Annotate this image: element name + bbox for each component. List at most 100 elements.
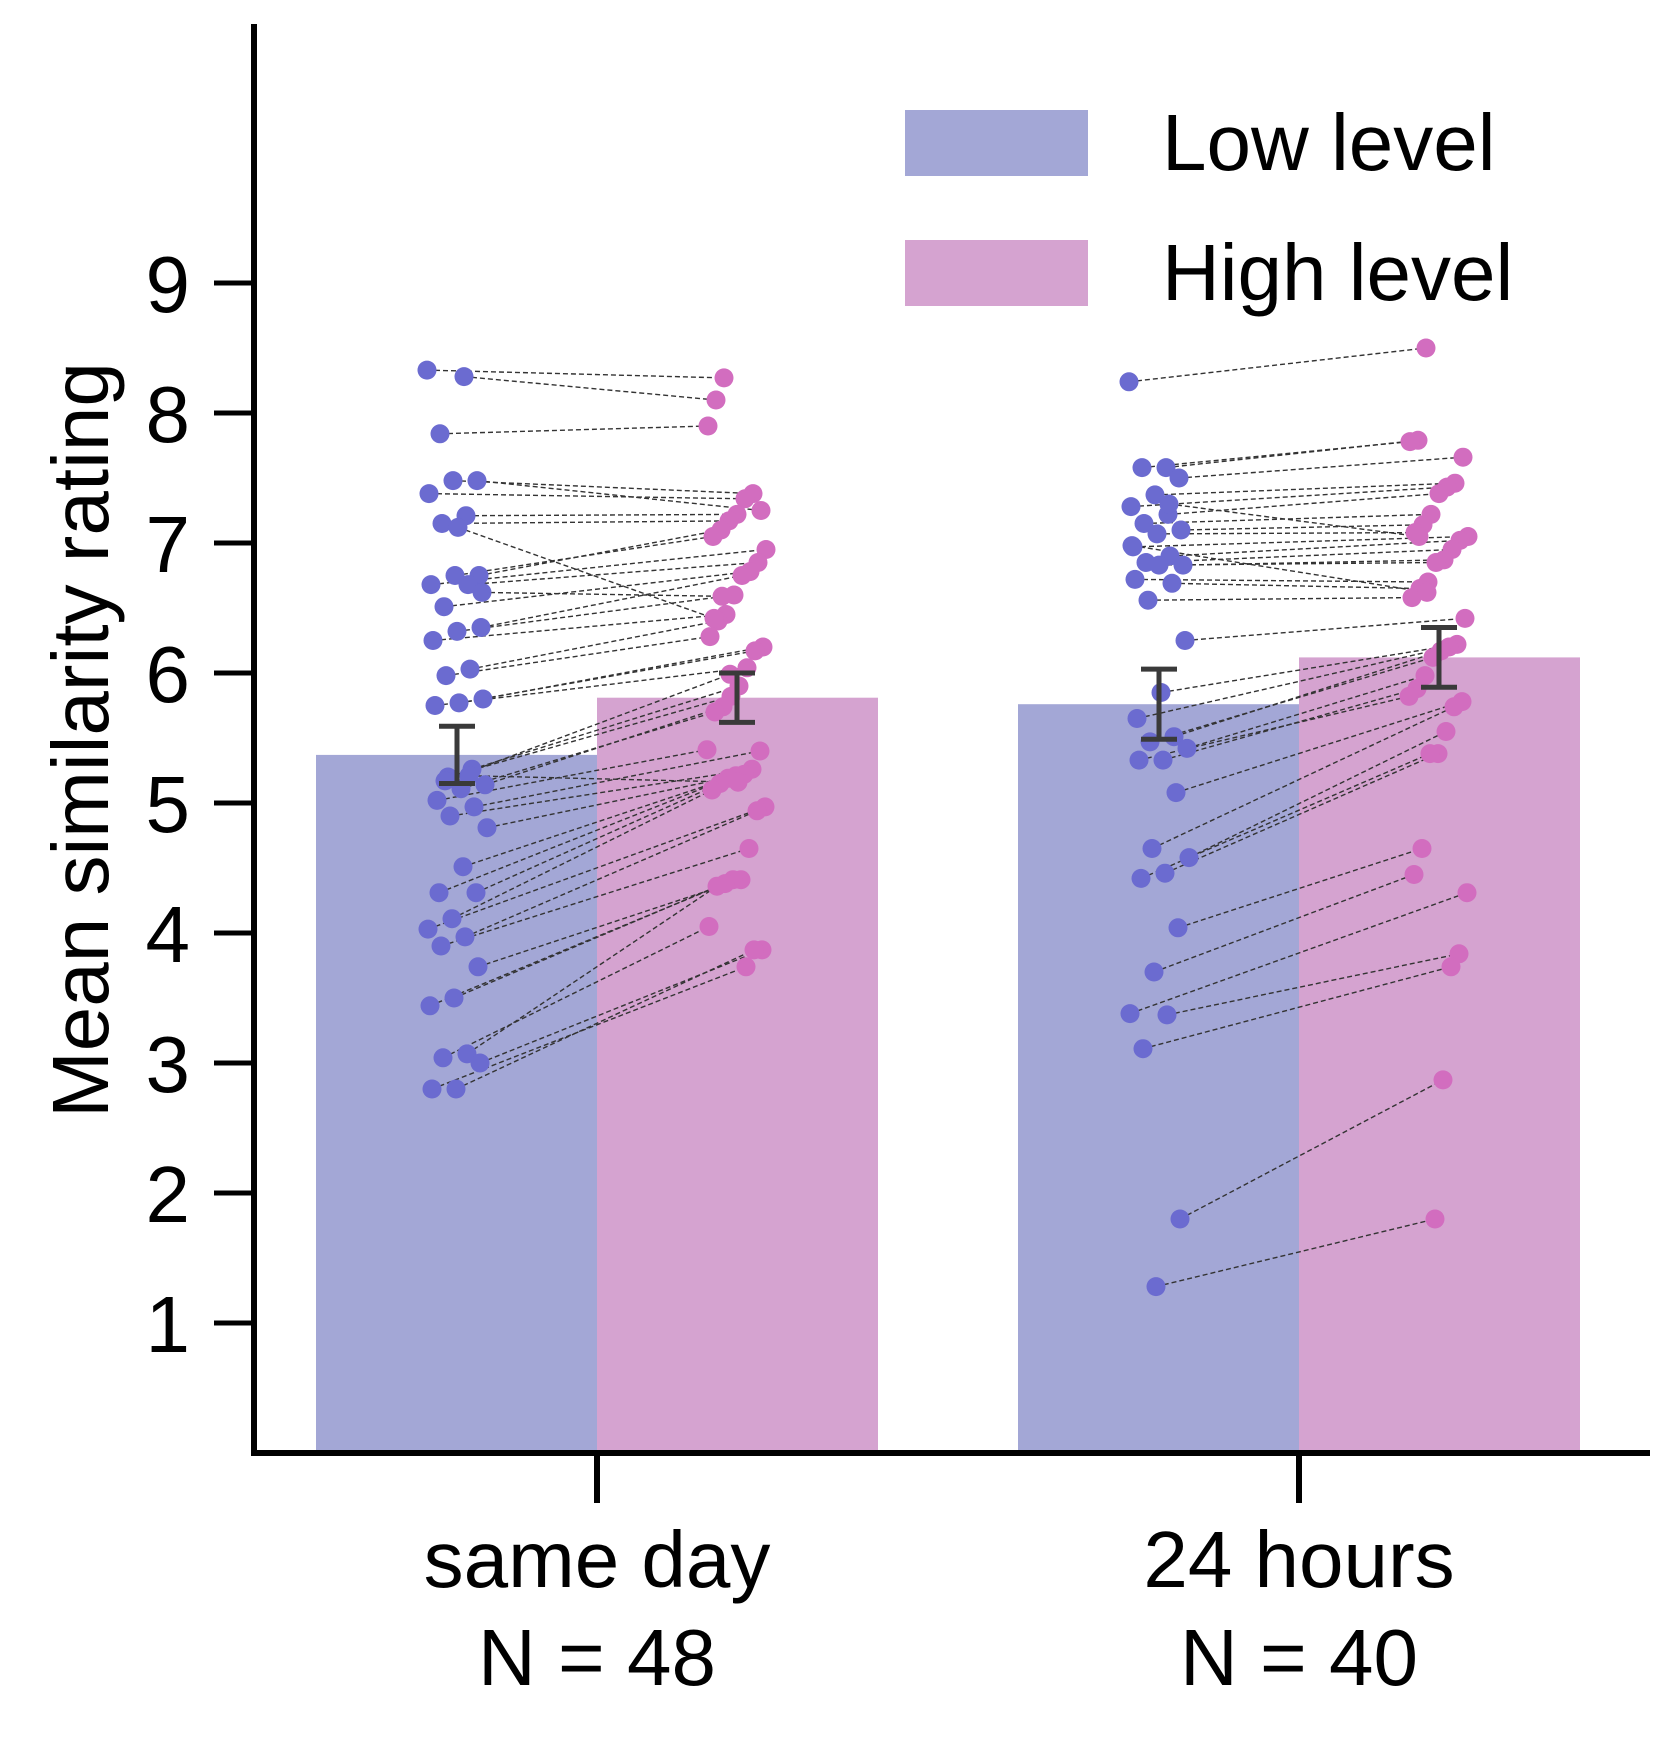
participant-line (469, 620, 719, 670)
participant-line (1173, 650, 1442, 738)
point-low (1133, 1039, 1153, 1059)
point-low (464, 797, 484, 817)
point-high (1441, 957, 1461, 977)
point-low (418, 919, 438, 939)
point-high (751, 501, 771, 520)
point-high (1402, 588, 1422, 608)
point-low (1142, 839, 1162, 858)
point-low (425, 696, 445, 715)
participant-line (480, 574, 743, 629)
participant-line (427, 806, 766, 930)
point-low (453, 857, 473, 877)
point-low (1132, 458, 1152, 478)
point-low (455, 927, 475, 947)
point-low (1146, 1277, 1166, 1297)
point-low (473, 689, 493, 709)
point-low (468, 957, 488, 977)
point-low (417, 360, 437, 380)
participant-line (444, 673, 731, 782)
point-low (1131, 868, 1151, 888)
participant-line (1178, 456, 1464, 479)
point-low (447, 621, 467, 641)
x-category-label: 24 hours (1143, 1515, 1454, 1604)
participant-line (1145, 548, 1453, 564)
participant-line (1130, 486, 1448, 508)
point-low (423, 631, 443, 650)
error-bar (439, 723, 475, 786)
point-low (1147, 524, 1167, 544)
participant-line (1153, 873, 1415, 973)
point-low (446, 1079, 466, 1099)
point-high (735, 489, 755, 509)
y-tick-label: 2 (146, 1150, 191, 1239)
participant-line (1167, 492, 1440, 516)
participant-line (471, 685, 740, 770)
point-high (1433, 1070, 1453, 1090)
point-high (1412, 839, 1432, 858)
y-tick-label: 4 (146, 890, 191, 979)
point-low (472, 582, 492, 602)
point-low (1166, 783, 1186, 803)
participant-line (445, 635, 711, 677)
participant-line (1180, 524, 1424, 531)
y-tick-label: 7 (146, 500, 191, 589)
point-low (454, 367, 474, 387)
point-low (1125, 569, 1145, 589)
point-low (466, 883, 486, 903)
participant-line (1143, 513, 1432, 525)
point-low (1127, 709, 1147, 728)
point-high (1455, 608, 1475, 628)
participant-line (442, 925, 710, 1059)
point-high (714, 368, 734, 388)
point-high (697, 740, 717, 760)
point-low (1177, 738, 1197, 758)
point-low (471, 618, 491, 637)
point-high (703, 527, 723, 546)
error-bar (1421, 625, 1457, 690)
point-low (442, 909, 462, 929)
participant-line (1171, 582, 1421, 590)
point-low (420, 996, 440, 1016)
point-high (1409, 527, 1429, 546)
point-high (728, 772, 748, 792)
point-low (444, 988, 464, 1008)
participant-line (452, 479, 754, 495)
participant-line (1154, 482, 1456, 496)
participant-line (440, 847, 750, 947)
legend-swatch (905, 240, 1088, 306)
point-high (1429, 484, 1449, 504)
point-low (1173, 555, 1193, 575)
point-low (458, 575, 478, 595)
participant-line (1160, 643, 1458, 694)
participant-line (475, 782, 721, 894)
point-high (706, 390, 726, 410)
participant-line (1168, 503, 1420, 538)
x-category-labels: same day N = 48 24 hours N = 40 (424, 1453, 1455, 1702)
point-low (1159, 494, 1179, 514)
point-low (1155, 863, 1175, 883)
point-low (1156, 458, 1176, 478)
point-high (705, 702, 725, 722)
point-low (467, 471, 487, 491)
participant-line (1142, 966, 1452, 1050)
point-high (1417, 582, 1437, 602)
y-tick-label: 8 (146, 370, 191, 459)
participant-line (1128, 347, 1427, 383)
point-high (1453, 447, 1473, 467)
point-low (433, 1048, 453, 1068)
point-high (739, 839, 759, 858)
participant-line (428, 492, 746, 500)
participant-line (429, 882, 726, 1007)
point-low (1149, 555, 1169, 575)
legend-label: Low level (1162, 98, 1496, 187)
bar-high-1 (1299, 657, 1580, 1453)
participant-line (465, 513, 738, 517)
point-high (1457, 883, 1477, 903)
point-low (1168, 918, 1188, 938)
participant-line (481, 591, 723, 597)
ticks-layer: 1 2 3 4 5 6 7 8 9 (146, 240, 254, 1369)
participant-line (1158, 561, 1437, 566)
participant-line (1164, 752, 1439, 874)
x-category-sublabel: N = 40 (1180, 1613, 1418, 1702)
